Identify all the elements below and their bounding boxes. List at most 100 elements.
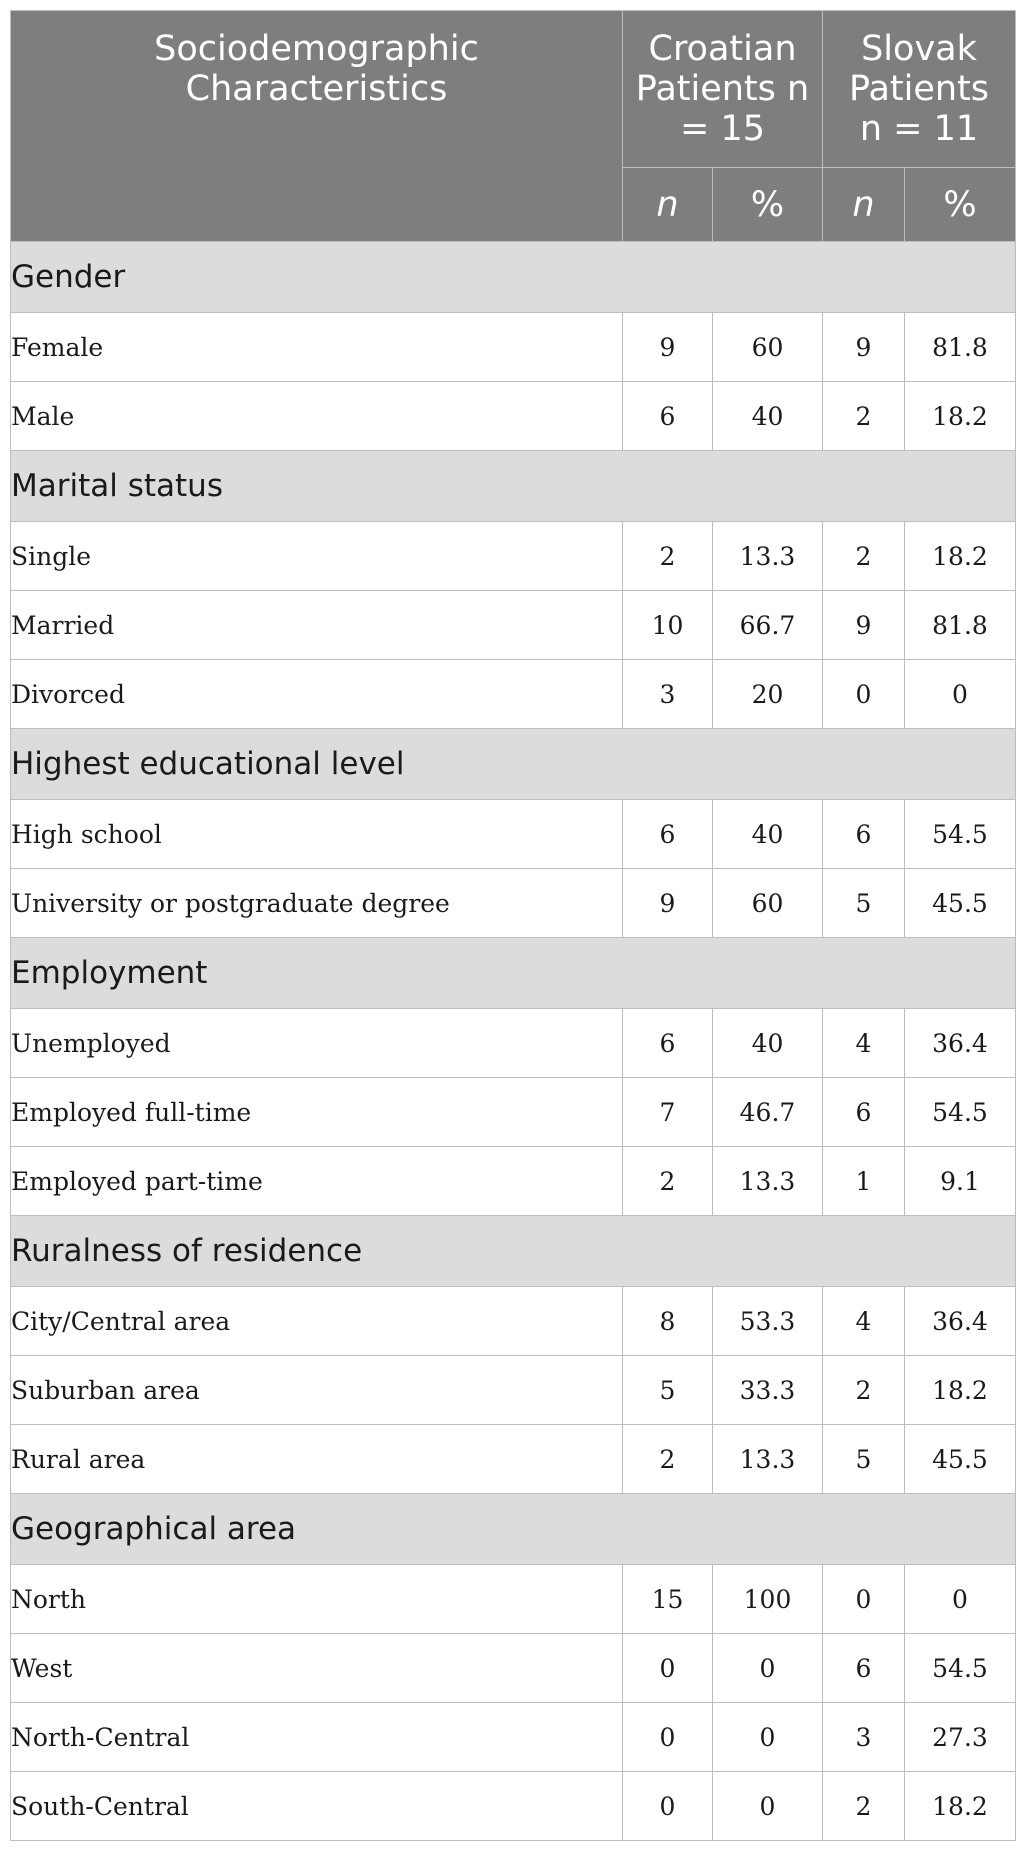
- cell-slovak-pct: 81.8: [904, 590, 1016, 660]
- cell-slovak-pct: 54.5: [904, 799, 1016, 869]
- cell-label: Male: [10, 381, 623, 451]
- cell-croatian-pct: 100: [712, 1564, 823, 1634]
- cell-slovak-n: 6: [822, 1077, 905, 1147]
- cell-label: Suburban area: [10, 1355, 623, 1425]
- cell-croatian-pct: 40: [712, 381, 823, 451]
- cell-slovak-n: 2: [822, 1771, 905, 1841]
- cell-croatian-n: 6: [622, 381, 713, 451]
- cell-croatian-pct: 60: [712, 312, 823, 382]
- cell-slovak-pct: 9.1: [904, 1146, 1016, 1216]
- table-row: West 0 0 6 54.5: [10, 1633, 1016, 1703]
- cell-croatian-n: 9: [622, 312, 713, 382]
- cell-slovak-n: 2: [822, 1355, 905, 1425]
- cell-croatian-n: 0: [622, 1702, 713, 1772]
- cell-label: Divorced: [10, 659, 623, 729]
- cell-slovak-pct: 0: [904, 659, 1016, 729]
- cell-slovak-n: 0: [822, 1564, 905, 1634]
- cell-label: Married: [10, 590, 623, 660]
- header-slovak-pct: %: [904, 167, 1016, 242]
- table-row: Employed part-time 2 13.3 1 9.1: [10, 1146, 1016, 1216]
- demographics-table: Sociodemographic Characteristics Croatia…: [10, 10, 1016, 1841]
- header-croatian-n: n: [622, 167, 713, 242]
- cell-slovak-pct: 0: [904, 1564, 1016, 1634]
- section-row: Gender: [10, 241, 1016, 313]
- cell-croatian-pct: 13.3: [712, 1424, 823, 1494]
- section-title: Geographical area: [10, 1493, 1016, 1565]
- cell-croatian-n: 3: [622, 659, 713, 729]
- cell-slovak-pct: 45.5: [904, 868, 1016, 938]
- cell-slovak-pct: 54.5: [904, 1077, 1016, 1147]
- table-row: University or postgraduate degree 9 60 5 45.…: [10, 868, 1016, 938]
- cell-croatian-n: 0: [622, 1633, 713, 1703]
- cell-slovak-n: 5: [822, 1424, 905, 1494]
- table-row: Female 9 60 9 81.8: [10, 312, 1016, 382]
- cell-croatian-pct: 66.7: [712, 590, 823, 660]
- table-row: North 15 100 0 0: [10, 1564, 1016, 1634]
- header-characteristics: Sociodemographic Characteristics: [10, 10, 623, 242]
- cell-croatian-pct: 0: [712, 1633, 823, 1703]
- table-row: Single 2 13.3 2 18.2: [10, 521, 1016, 591]
- cell-label: North: [10, 1564, 623, 1634]
- cell-slovak-pct: 18.2: [904, 521, 1016, 591]
- table-row: Suburban area 5 33.3 2 18.2: [10, 1355, 1016, 1425]
- table-row: Unemployed 6 40 4 36.4: [10, 1008, 1016, 1078]
- cell-slovak-pct: 54.5: [904, 1633, 1016, 1703]
- section-title: Employment: [10, 937, 1016, 1009]
- cell-label: High school: [10, 799, 623, 869]
- cell-croatian-n: 7: [622, 1077, 713, 1147]
- cell-label: University or postgraduate degree: [10, 868, 623, 938]
- cell-label: Employed full-time: [10, 1077, 623, 1147]
- cell-croatian-pct: 40: [712, 799, 823, 869]
- header-slovak: Slovak Patients n = 11: [822, 10, 1016, 168]
- cell-croatian-n: 0: [622, 1771, 713, 1841]
- section-row: Geographical area: [10, 1493, 1016, 1565]
- cell-slovak-n: 5: [822, 868, 905, 938]
- cell-croatian-pct: 0: [712, 1702, 823, 1772]
- cell-croatian-pct: 0: [712, 1771, 823, 1841]
- section-title: Marital status: [10, 450, 1016, 522]
- cell-croatian-n: 5: [622, 1355, 713, 1425]
- cell-slovak-n: 9: [822, 590, 905, 660]
- section-row: Employment: [10, 937, 1016, 1009]
- table-header: Sociodemographic Characteristics Croatia…: [10, 10, 1016, 242]
- cell-slovak-n: 2: [822, 381, 905, 451]
- cell-croatian-n: 2: [622, 1424, 713, 1494]
- cell-label: Female: [10, 312, 623, 382]
- cell-croatian-n: 9: [622, 868, 713, 938]
- cell-slovak-pct: 18.2: [904, 1771, 1016, 1841]
- cell-croatian-pct: 40: [712, 1008, 823, 1078]
- cell-slovak-pct: 36.4: [904, 1008, 1016, 1078]
- cell-label: Employed part-time: [10, 1146, 623, 1216]
- section-title: Highest educational level: [10, 728, 1016, 800]
- table-row: City/Central area 8 53.3 4 36.4: [10, 1286, 1016, 1356]
- cell-slovak-n: 4: [822, 1008, 905, 1078]
- cell-croatian-pct: 20: [712, 659, 823, 729]
- cell-slovak-n: 2: [822, 521, 905, 591]
- cell-croatian-n: 15: [622, 1564, 713, 1634]
- cell-croatian-pct: 53.3: [712, 1286, 823, 1356]
- table-row: Divorced 3 20 0 0: [10, 659, 1016, 729]
- table-body: Gender Female 9 60 9 81.8 Male 6 40 2 18.2 Marital …: [10, 241, 1016, 1841]
- table-row: North-Central 0 0 3 27.3: [10, 1702, 1016, 1772]
- cell-croatian-n: 6: [622, 1008, 713, 1078]
- cell-slovak-n: 6: [822, 1633, 905, 1703]
- cell-croatian-n: 10: [622, 590, 713, 660]
- cell-slovak-n: 4: [822, 1286, 905, 1356]
- section-title: Ruralness of residence: [10, 1215, 1016, 1287]
- cell-slovak-n: 0: [822, 659, 905, 729]
- cell-slovak-pct: 27.3: [904, 1702, 1016, 1772]
- table-row: High school 6 40 6 54.5: [10, 799, 1016, 869]
- cell-croatian-pct: 60: [712, 868, 823, 938]
- header-slovak-n: n: [822, 167, 905, 242]
- cell-label: Single: [10, 521, 623, 591]
- cell-slovak-n: 9: [822, 312, 905, 382]
- cell-croatian-pct: 13.3: [712, 521, 823, 591]
- cell-slovak-n: 6: [822, 799, 905, 869]
- table-row: Rural area 2 13.3 5 45.5: [10, 1424, 1016, 1494]
- section-row: Marital status: [10, 450, 1016, 522]
- section-row: Highest educational level: [10, 728, 1016, 800]
- cell-slovak-pct: 81.8: [904, 312, 1016, 382]
- cell-croatian-n: 2: [622, 521, 713, 591]
- cell-label: Unemployed: [10, 1008, 623, 1078]
- table-row: Employed full-time 7 46.7 6 54.5: [10, 1077, 1016, 1147]
